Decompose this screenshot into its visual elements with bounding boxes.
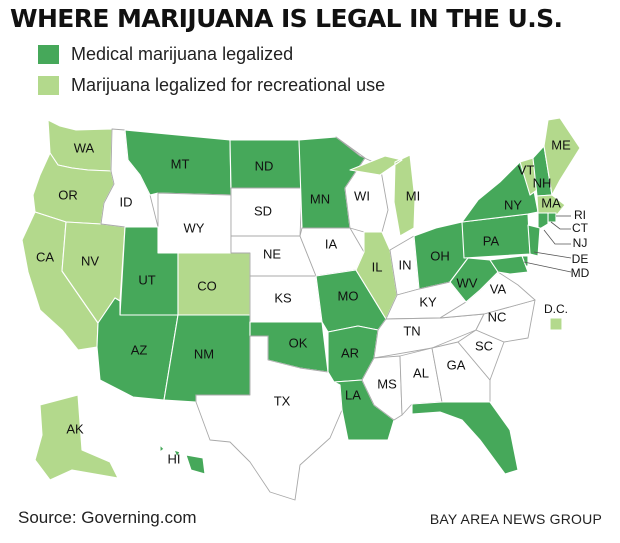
legend-item-medical: Medical marijuana legalized (38, 43, 293, 65)
state-label-la: LA (345, 387, 361, 402)
state-label-mt: MT (171, 156, 190, 171)
state-ct (537, 212, 549, 231)
state-label-va: VA (490, 281, 507, 296)
state-label-ia: IA (325, 236, 338, 251)
map-title: WHERE MARIJUANA IS LEGAL IN THE U.S. (10, 4, 563, 33)
state-label-sc: SC (475, 338, 493, 353)
state-label-ne: NE (263, 246, 281, 261)
state-label-ok: OK (289, 335, 308, 350)
state-label-al: AL (413, 365, 429, 380)
state-label-mi: MI (406, 188, 420, 203)
state-label-ms: MS (377, 376, 397, 391)
state-md (489, 255, 529, 275)
state-label-hi: HI (168, 451, 181, 466)
state-label-tx: TX (274, 393, 291, 408)
state-label-id: ID (120, 194, 133, 209)
legend-label-recreational: Marijuana legalized for recreational use (71, 74, 386, 95)
state-label-il: IL (372, 259, 383, 274)
state-label-ri: RI (574, 208, 586, 222)
state-ak (34, 394, 119, 481)
state-label-vt: VT (518, 162, 535, 177)
credit-line: BAY AREA NEWS GROUP (429, 511, 602, 527)
state-ri (547, 212, 557, 223)
leader-lines (523, 215, 572, 273)
state-label-co: CO (197, 278, 217, 293)
state-label-nc: NC (488, 309, 507, 324)
state-nc (475, 299, 536, 343)
state-label-nj: NJ (573, 236, 588, 250)
state-label-ga: GA (447, 357, 466, 372)
legend-item-recreational: Marijuana legalized for recreational use (38, 74, 385, 96)
state-az (96, 297, 179, 401)
state-label-wy: WY (184, 220, 205, 235)
legend-label-medical: Medical marijuana legalized (71, 43, 294, 64)
legend-swatch-recreational (38, 75, 59, 95)
state-nj (527, 224, 541, 257)
state-label-ar: AR (341, 345, 359, 360)
state-label-mo: MO (338, 288, 359, 303)
state-label-sd: SD (254, 203, 272, 218)
state-tx (195, 335, 343, 501)
state-label-or: OR (58, 187, 78, 202)
state-label-ma: MA (541, 195, 561, 210)
state-label-me: ME (551, 137, 571, 152)
state-label-nv: NV (81, 253, 99, 268)
state-label-nh: NH (533, 175, 552, 190)
state-mi (349, 154, 416, 237)
state-label-nm: NM (194, 346, 214, 361)
state-label-ak: AK (66, 421, 84, 436)
state-label-ct: CT (572, 221, 589, 235)
source-note: Source: Governing.com (18, 508, 197, 527)
state-label-ks: KS (274, 290, 292, 305)
state-label-pa: PA (483, 233, 500, 248)
state-fl (411, 401, 519, 475)
state-label-wi: WI (354, 188, 370, 203)
state-hi (159, 444, 206, 475)
state-label-in: IN (399, 257, 412, 272)
state-label-oh: OH (430, 248, 450, 263)
state-label-tn: TN (403, 323, 420, 338)
state-label-wa: WA (74, 140, 95, 155)
state-dc (549, 317, 563, 331)
state-label-nd: ND (255, 158, 274, 173)
state-label-de: DE (572, 252, 589, 266)
state-ma (536, 194, 566, 217)
state-label-dc: D.C. (544, 302, 568, 316)
state-label-md: MD (571, 266, 590, 280)
state-label-wv: WV (457, 275, 478, 290)
state-label-ut: UT (138, 272, 155, 287)
state-ga (431, 341, 491, 403)
state-label-ky: KY (419, 294, 437, 309)
state-label-ca: CA (36, 249, 54, 264)
state-label-az: AZ (131, 342, 148, 357)
state-label-ny: NY (504, 197, 522, 212)
legend-swatch-medical (38, 44, 59, 64)
state-label-mn: MN (310, 191, 330, 206)
